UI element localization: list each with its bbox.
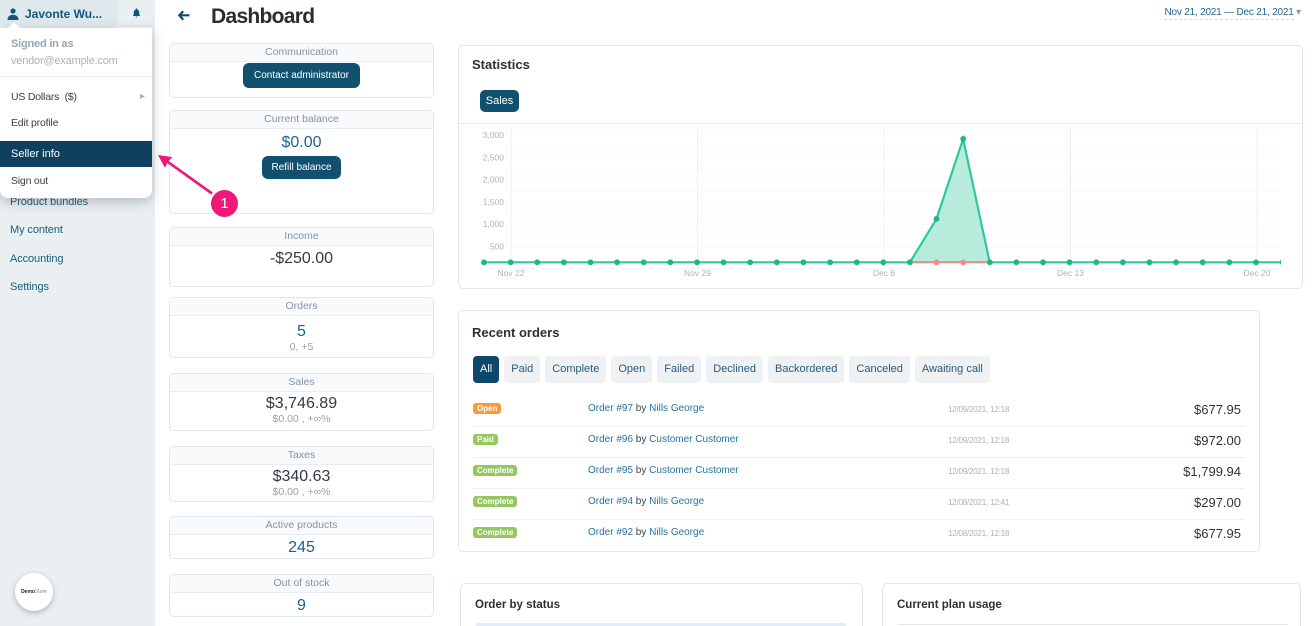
svg-text:2,000: 2,000 (483, 175, 505, 185)
svg-text:Nov 29: Nov 29 (684, 268, 711, 278)
svg-text:2,500: 2,500 (483, 152, 505, 162)
svg-text:Dec 20: Dec 20 (1244, 268, 1271, 278)
svg-text:500: 500 (490, 242, 504, 252)
svg-text:1,000: 1,000 (483, 219, 505, 229)
svg-text:Dec 13: Dec 13 (1057, 268, 1084, 278)
svg-text:Dec 6: Dec 6 (873, 268, 895, 278)
svg-text:3,000: 3,000 (483, 130, 505, 140)
svg-text:1,500: 1,500 (483, 197, 505, 207)
svg-text:Nov 22: Nov 22 (498, 268, 525, 278)
